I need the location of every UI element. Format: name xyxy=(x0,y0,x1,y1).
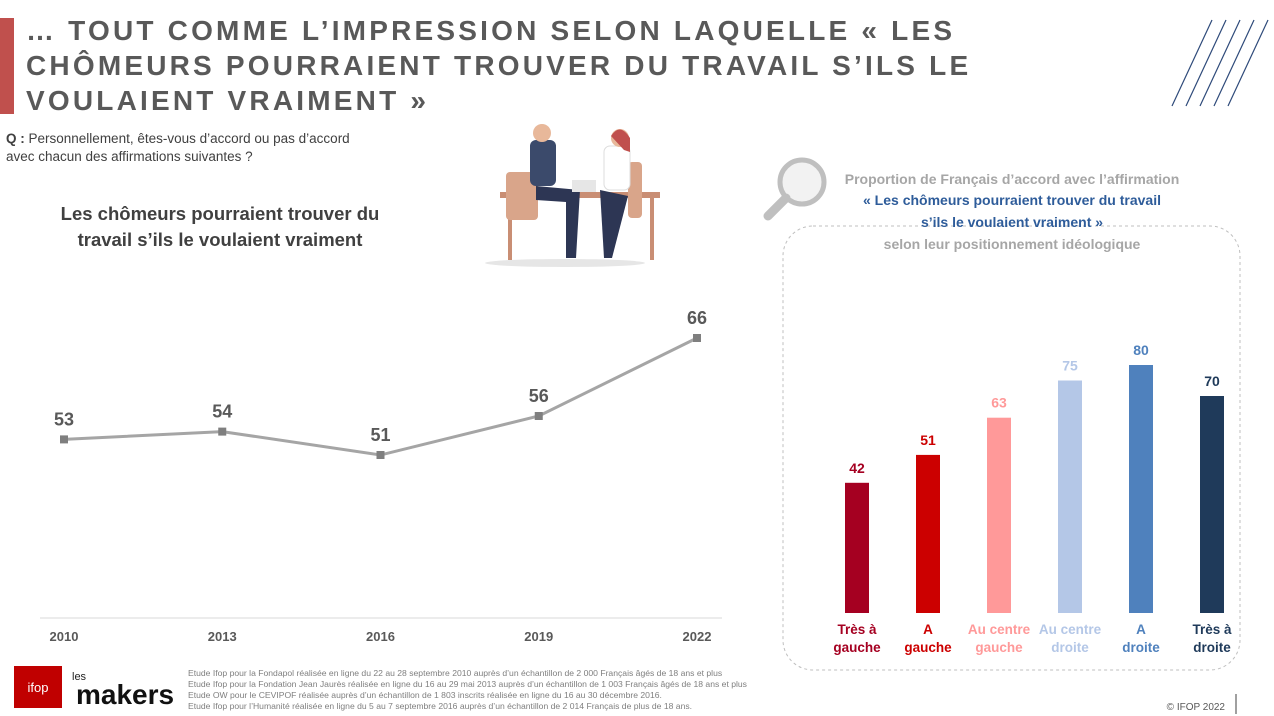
bar-chart-subtitle: Proportion de Français d’accord avec l’a… xyxy=(845,171,1180,187)
value-label: 54 xyxy=(212,402,232,422)
question: Q : Personnellement, êtes-vous d’accord … xyxy=(6,131,350,146)
line-chart-title: travail s’ils le voulaient vraiment xyxy=(78,229,363,250)
value-label: 56 xyxy=(529,386,549,406)
value-label: 70 xyxy=(1204,373,1220,389)
x-tick-label: Très à droite xyxy=(1192,622,1232,655)
x-tick-label: Très à gauche xyxy=(833,622,881,655)
x-tick-label: 2016 xyxy=(366,629,395,644)
marker xyxy=(376,451,385,459)
value-label: 42 xyxy=(849,460,865,476)
bar xyxy=(987,417,1011,613)
value-label: 51 xyxy=(370,425,390,445)
bar xyxy=(1058,380,1082,613)
footnote: Etude OW pour le CEVIPOF réalisée auprès… xyxy=(188,690,662,700)
bar-chart-subtitle: s’ils le voulaient vraiment » xyxy=(921,214,1103,230)
value-label: 66 xyxy=(687,308,707,328)
footnote: Etude Ifop pour la Fondation Jean Jaurès… xyxy=(188,679,747,689)
bar xyxy=(1129,365,1153,613)
copyright: © IFOP 2022 xyxy=(1167,702,1226,713)
question-label: Q : xyxy=(6,131,25,146)
bar-chart-subtitle: « Les chômeurs pourraient trouver du tra… xyxy=(863,192,1161,208)
value-label: 75 xyxy=(1062,358,1078,374)
title-line: … TOUT COMME L’IMPRESSION SELON LAQUELLE… xyxy=(26,15,955,46)
makers-logo: makers xyxy=(76,679,174,710)
title-line: VOULAIENT VRAIMENT » xyxy=(26,85,429,116)
x-tick-label: 2010 xyxy=(50,629,79,644)
value-label: 80 xyxy=(1133,342,1149,358)
value-label: 53 xyxy=(54,409,74,429)
value-label: 51 xyxy=(920,432,936,448)
x-tick-label: Au centre droite xyxy=(1039,622,1102,655)
marker xyxy=(218,427,227,436)
x-tick-label: 2019 xyxy=(524,629,553,644)
line-chart-title: Les chômeurs pourraient trouver du xyxy=(61,203,380,224)
makers-logo-les: les xyxy=(72,671,87,683)
marker xyxy=(534,412,543,420)
question-text: Personnellement, êtes-vous d’accord ou p… xyxy=(29,131,350,146)
bar xyxy=(1200,396,1224,613)
title-accent xyxy=(0,18,14,114)
x-tick-label: 2013 xyxy=(208,629,237,644)
ifop-logo xyxy=(14,666,62,708)
footnote: Etude Ifop pour l’Humanité réalisée en l… xyxy=(188,701,692,711)
magnifier-icon xyxy=(763,157,827,221)
bar-chart-frame xyxy=(782,225,1241,671)
value-label: 63 xyxy=(991,395,1007,411)
illustration xyxy=(485,124,660,267)
x-tick-label: 2022 xyxy=(683,629,712,644)
decor-lines xyxy=(1171,19,1269,107)
bar xyxy=(916,454,940,613)
marker xyxy=(693,334,701,342)
bar-chart-subtitle: selon leur positionnement idéologique xyxy=(884,236,1141,252)
ifop-logo-text: ifop xyxy=(28,680,49,695)
marker xyxy=(60,435,68,444)
title-line: CHÔMEURS POURRAIENT TROUVER DU TRAVAIL S… xyxy=(26,49,971,81)
footnote: Etude Ifop pour la Fondapol réalisée en … xyxy=(188,668,722,678)
bar xyxy=(845,482,869,613)
x-tick-label: Au centre gauche xyxy=(968,622,1031,655)
question-text: avec chacun des affirmations suivantes ? xyxy=(6,149,253,164)
